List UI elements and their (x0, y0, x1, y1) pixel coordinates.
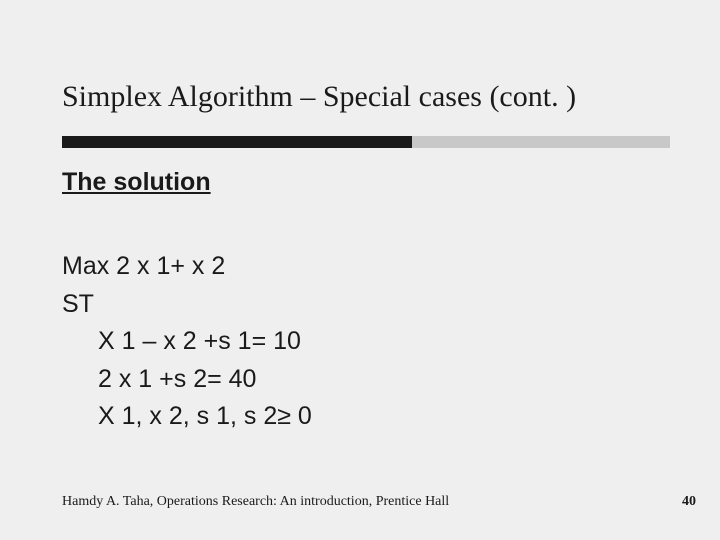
footer-citation: Hamdy A. Taha, Operations Research: An i… (62, 494, 449, 510)
slide: Simplex Algorithm – Special cases (cont.… (0, 0, 720, 540)
slide-title: Simplex Algorithm – Special cases (cont.… (62, 80, 576, 114)
equation-block: Max 2 x 1+ x 2 ST X 1 – x 2 +s 1= 10 2 x… (62, 248, 312, 436)
eq-line-1: Max 2 x 1+ x 2 (62, 252, 225, 280)
title-rule-light (412, 136, 670, 148)
eq-line-4: 2 x 1 +s 2= 40 (62, 361, 312, 399)
eq-line-5: X 1, x 2, s 1, s 2≥ 0 (62, 398, 312, 436)
title-rule-dark (62, 136, 412, 148)
eq-line-2: ST (62, 290, 94, 318)
eq-line-3: X 1 – x 2 +s 1= 10 (62, 323, 312, 361)
section-subtitle: The solution (62, 168, 211, 197)
page-number: 40 (682, 494, 696, 510)
